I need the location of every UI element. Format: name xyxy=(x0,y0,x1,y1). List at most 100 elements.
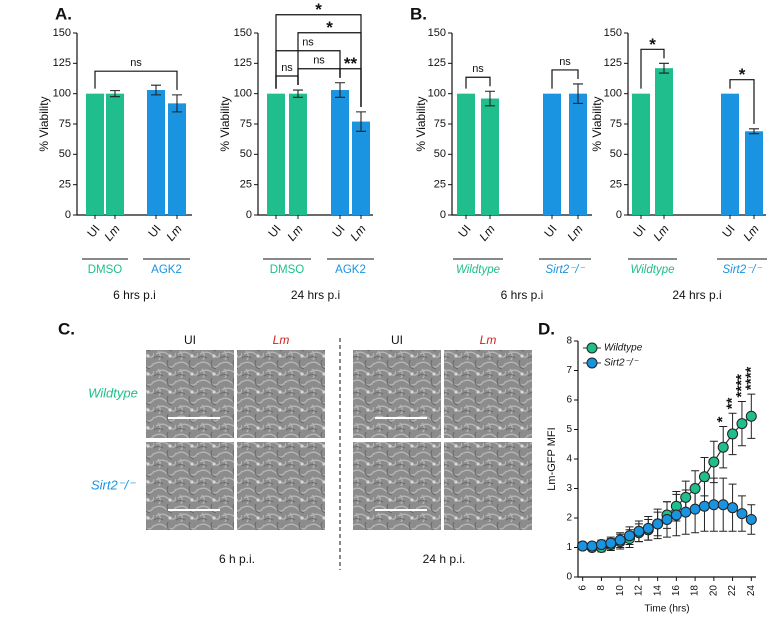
y-tick-label: 3 xyxy=(566,483,572,494)
micrograph xyxy=(444,442,532,530)
data-point xyxy=(689,503,701,515)
data-point xyxy=(586,540,598,552)
bar xyxy=(267,93,285,215)
y-tick-label: 25 xyxy=(610,179,622,191)
bar xyxy=(481,98,499,215)
x-tick-label: UI xyxy=(455,222,473,240)
y-tick-label: 50 xyxy=(240,148,252,160)
x-tick-label: 14 xyxy=(652,585,663,597)
significance-label: ** xyxy=(724,397,741,409)
data-point xyxy=(595,539,607,551)
significance-label: ns xyxy=(313,55,325,67)
significance-bracket xyxy=(729,79,755,124)
column-header: Lm xyxy=(480,333,497,347)
group-label: Sirt2⁻/⁻ xyxy=(546,264,586,276)
legend-marker xyxy=(586,342,598,354)
y-axis-label: % Viability xyxy=(37,96,51,151)
legend-label: Sirt2⁻/⁻ xyxy=(604,358,639,369)
micrograph xyxy=(237,350,325,438)
x-tick-label: Lm xyxy=(650,222,671,244)
chart-title: 24 hrs p.i xyxy=(291,288,340,302)
data-point xyxy=(577,540,589,552)
data-point xyxy=(708,456,720,468)
y-axis-label: % Viability xyxy=(218,96,232,151)
micrograph xyxy=(353,350,441,438)
x-tick-label: 12 xyxy=(634,585,645,597)
y-tick-label: 150 xyxy=(604,27,622,39)
data-point xyxy=(717,499,729,511)
y-tick-label: 150 xyxy=(53,27,71,39)
y-tick-label: 150 xyxy=(428,27,446,39)
y-tick-label: 75 xyxy=(434,118,446,130)
panel-label: D. xyxy=(538,319,555,338)
group-label: Sirt2⁻/⁻ xyxy=(723,264,763,276)
time-label: 24 h p.i. xyxy=(423,552,466,566)
x-tick-label: UI xyxy=(541,222,559,240)
x-tick-label: UI xyxy=(84,222,102,240)
legend-marker xyxy=(586,357,598,369)
significance-label: ns xyxy=(130,57,142,69)
error-bar xyxy=(151,84,161,96)
data-point xyxy=(717,441,729,453)
x-tick-label: Lm xyxy=(163,222,184,244)
y-tick-label: 75 xyxy=(240,118,252,130)
y-tick-label: 4 xyxy=(566,454,572,465)
x-tick-label: Lm xyxy=(101,222,122,244)
y-tick-label: 125 xyxy=(234,57,252,69)
significance-bracket xyxy=(275,14,362,107)
y-tick-label: 2 xyxy=(566,513,572,524)
data-point xyxy=(745,513,757,525)
x-tick-label: UI xyxy=(630,222,648,240)
error-bar xyxy=(573,83,583,104)
chart-title: 6 hrs p.i xyxy=(113,288,156,302)
data-point xyxy=(736,418,748,430)
time-label: 6 h p.i. xyxy=(219,552,255,566)
bar xyxy=(569,93,587,215)
error-bar xyxy=(293,89,303,98)
x-tick-label: 6 xyxy=(577,585,588,591)
x-tick-label: UI xyxy=(719,222,737,240)
significance-bracket xyxy=(465,76,491,89)
significance-label: * xyxy=(326,18,333,37)
significance-label: ns xyxy=(281,62,293,74)
y-axis-label: % Viability xyxy=(414,96,428,151)
y-tick-label: 0 xyxy=(616,209,622,221)
y-tick-label: 5 xyxy=(566,424,572,435)
significance-bracket xyxy=(640,48,665,89)
significance-bracket xyxy=(297,68,341,86)
row-label: Wildtype xyxy=(88,385,138,400)
error-bar xyxy=(110,90,120,98)
y-tick-label: 1 xyxy=(566,542,572,553)
data-point xyxy=(624,530,636,542)
x-tick-label: UI xyxy=(145,222,163,240)
column-header: UI xyxy=(391,333,403,347)
significance-bracket xyxy=(551,69,579,89)
data-point xyxy=(708,499,720,511)
y-tick-label: 25 xyxy=(434,179,446,191)
chart-title: 24 hrs p.i xyxy=(672,288,721,302)
y-tick-label: 125 xyxy=(604,57,622,69)
bar xyxy=(721,93,739,215)
y-tick-label: 25 xyxy=(59,179,71,191)
bar xyxy=(168,103,186,215)
row-label: Sirt2⁻/⁻ xyxy=(91,477,136,492)
significance-label: **** xyxy=(733,374,750,398)
data-point xyxy=(642,522,654,534)
significance-bracket xyxy=(94,70,178,90)
panel-label: A. xyxy=(55,4,72,23)
significance-label: ns xyxy=(472,63,484,75)
group-label: Wildtype xyxy=(631,264,675,276)
data-point xyxy=(745,410,757,422)
bar xyxy=(86,93,104,215)
y-tick-label: 8 xyxy=(566,336,572,347)
micrograph xyxy=(237,442,325,530)
y-tick-label: 7 xyxy=(566,365,572,376)
data-point xyxy=(614,534,626,546)
y-tick-label: 150 xyxy=(234,27,252,39)
panel-label: B. xyxy=(410,4,427,23)
data-point xyxy=(689,483,701,494)
group-label: AGK2 xyxy=(335,264,366,276)
group-label: DMSO xyxy=(270,264,305,276)
bar xyxy=(457,93,475,215)
